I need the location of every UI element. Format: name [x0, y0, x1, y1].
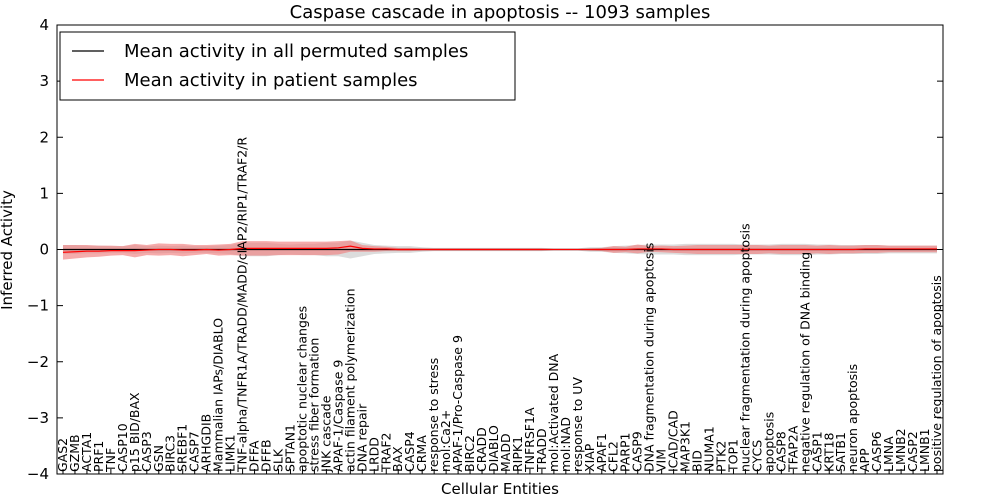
x-category-label: TNF [103, 448, 118, 473]
x-category-label: CASP2 [905, 431, 920, 472]
x-category-label: TOP1 [725, 439, 740, 473]
x-category-label: mol:Activated DNA [546, 353, 561, 472]
x-category-label: BID [690, 450, 705, 472]
x-category-label: SLK [271, 448, 286, 472]
x-category-label: TRADD [534, 428, 549, 473]
y-tick-label: −2 [27, 353, 49, 371]
y-tick-label: −4 [27, 465, 49, 483]
x-category-label: DFFA [247, 440, 262, 472]
x-category-label: CASP6 [869, 431, 884, 472]
y-tick-label: −1 [27, 297, 49, 315]
x-category-label: GSN [151, 445, 166, 472]
x-category-label: TNF-alpha/TNFR1A/TRADD/MADD/cIAP2/RIP1/T… [235, 137, 250, 473]
x-category-label: stress fiber formation [306, 338, 321, 472]
x-category-label: APP [857, 448, 872, 472]
x-category-label: actin filament polymerization [342, 288, 357, 472]
x-category-label: apoptosis [761, 412, 776, 472]
x-category-label: JNK cascade [318, 395, 333, 473]
x-category-label: CFL2 [606, 441, 621, 472]
x-category-label: CYCS [749, 440, 764, 472]
y-tick-label: −3 [27, 409, 49, 427]
x-category-label: APAF-1/Pro-Caspase 9 [450, 335, 465, 472]
x-category-label: Mammalian IAPs/DIABLO [211, 318, 226, 472]
x-category-label: CRADD [474, 427, 489, 472]
x-category-label: VIM [654, 449, 669, 472]
x-category-label: neuron apoptosis [845, 364, 860, 472]
x-category-label: DNA fragmentation during apoptosis [642, 243, 657, 472]
x-category-label: response to UV [570, 377, 585, 472]
x-category-label: apoptotic nuclear changes [294, 306, 309, 472]
y-tick-label: 0 [39, 241, 49, 259]
y-axis-label: Inferred Activity [0, 190, 16, 310]
x-category-label: PRF1 [91, 441, 106, 472]
x-category-label: LRDD [366, 437, 381, 472]
x-category-label: GAS2 [55, 438, 70, 472]
x-category-label: CASP10 [115, 423, 130, 472]
x-category-label: TNFRSF1A [522, 407, 537, 473]
x-category-label: APAF-1/Caspase 9 [330, 360, 345, 472]
x-category-label: TRAF2 [378, 432, 393, 473]
x-category-label: KRT18 [821, 432, 836, 472]
x-category-label: CASP1 [809, 431, 824, 472]
x-category-label: LMNB1 [917, 428, 932, 472]
x-category-label: PARP1 [618, 433, 633, 472]
legend: Mean activity in all permuted samples Me… [59, 31, 516, 101]
x-category-label: MAP3K1 [678, 421, 693, 472]
x-category-label: BIRC2 [462, 435, 477, 472]
x-category-label: response to stress [426, 358, 441, 472]
x-category-label: GZMB [67, 434, 82, 472]
x-category-label: ACTA1 [79, 432, 94, 472]
x-category-label: CASP9 [630, 431, 645, 472]
x-category-label: mol:NAD [558, 417, 573, 472]
x-category-label: DIABLO [486, 425, 501, 472]
x-category-label: MADD [498, 433, 513, 472]
series-lines [62, 245, 938, 253]
x-category-label: TFAP2A [785, 425, 800, 473]
x-category-label: BIRC3 [163, 435, 178, 472]
x-category-label: p15 BID/BAX [127, 392, 142, 472]
x-category-label: negative regulation of DNA binding [797, 252, 812, 472]
y-tick-label: 4 [39, 16, 49, 34]
x-category-label: RIPK1 [510, 436, 525, 472]
x-category-label: PTK2 [714, 441, 729, 472]
x-category-label: LMNB2 [893, 428, 908, 472]
chart-title: Caspase cascade in apoptosis -- 1093 sam… [290, 2, 711, 23]
y-tick-label: 2 [39, 128, 49, 146]
x-axis-label: Cellular Entities [441, 480, 559, 498]
x-category-label: SPTAN1 [282, 424, 297, 472]
x-category-label: CASP3 [139, 431, 154, 472]
x-category-label: NUMA1 [702, 426, 717, 472]
x-category-label: SATB1 [833, 432, 848, 472]
x-category-label: LIMK1 [223, 434, 238, 472]
y-tick-label: 3 [39, 72, 49, 90]
x-category-label: CASP8 [773, 431, 788, 472]
x-category-label: LMNA [881, 436, 896, 472]
x-category-label: APAF1 [594, 433, 609, 472]
y-tick-label: 1 [39, 184, 49, 202]
x-category-label: nuclear fragmentation during apoptosis [737, 223, 752, 472]
x-category-label: XIAP [582, 443, 597, 472]
line-series-1 [62, 245, 938, 253]
legend-entry-permuted: Mean activity in all permuted samples [124, 41, 468, 62]
x-category-label: ARHGDIB [199, 414, 214, 472]
y-axis-ticks: −4 −3 −2 −1 0 1 2 3 4 [27, 16, 943, 483]
x-category-label: mol:Ca2+ [438, 410, 453, 472]
x-category-label: DNA repair [354, 403, 369, 472]
x-category-label: CRMA [414, 435, 429, 472]
x-category-label: BAX [390, 446, 405, 472]
legend-entry-patient: Mean activity in patient samples [124, 70, 418, 91]
x-category-label: CASP4 [402, 431, 417, 472]
x-category-label: positive regulation of apoptosis [929, 275, 944, 472]
x-category-label: CASP7 [187, 431, 202, 472]
x-category-label: DFFB [259, 439, 274, 472]
legend-box [59, 31, 516, 101]
x-category-label: ICAD/CAD [666, 410, 681, 472]
plot-frame [56, 24, 944, 475]
x-category-label: SREBF1 [175, 424, 190, 472]
